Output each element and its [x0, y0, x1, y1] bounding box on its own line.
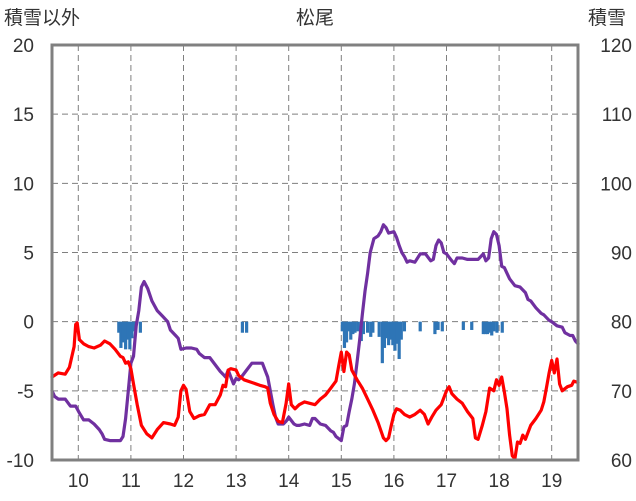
precipitation-bar	[492, 321, 496, 332]
precipitation-bar	[402, 321, 407, 332]
y-left-tick-label: 20	[13, 36, 34, 57]
precipitation-bar	[121, 321, 126, 343]
precipitation-bar	[369, 321, 373, 337]
y-left-tick-label: -5	[17, 382, 34, 403]
precipitation-bar	[384, 321, 389, 339]
precipitation-bar	[353, 321, 357, 333]
precipitation-bar	[356, 321, 360, 332]
precipitation-bar	[245, 321, 249, 333]
y-right-tick-label: 100	[600, 174, 632, 195]
precipitation-bar	[347, 321, 351, 332]
x-tick-label: 16	[383, 471, 404, 492]
y-left-tick-label: -10	[7, 451, 34, 472]
precipitation-bar	[470, 321, 474, 330]
y-right-tick-label: 80	[611, 313, 632, 334]
precipitation-bar	[397, 321, 401, 360]
precipitation-bar	[488, 321, 492, 333]
precipitation-bar	[240, 321, 245, 333]
y-right-tick-label: 60	[611, 451, 632, 472]
precipitation-bar	[138, 321, 142, 333]
precipitation-bar	[349, 321, 353, 340]
precipitation-bar	[366, 321, 370, 333]
precipitation-bar	[389, 321, 393, 340]
precipitation-bar	[490, 321, 494, 336]
precipitation-bar	[340, 321, 344, 332]
y-axis-right-label: 積雪	[588, 7, 626, 29]
precipitation-bar	[117, 321, 121, 333]
y-right-tick-label: 70	[611, 382, 632, 403]
precipitation-bar	[124, 321, 128, 350]
precipitation-bar	[344, 321, 349, 343]
y-left-tick-label: 0	[23, 313, 34, 334]
y-left-tick-label: 10	[13, 174, 34, 195]
y-right-tick-label: 120	[600, 36, 632, 57]
precipitation-bar	[481, 321, 485, 335]
precipitation-bar	[500, 321, 504, 333]
y-right-tick-label: 90	[611, 244, 632, 265]
precipitation-bar	[461, 321, 465, 330]
series-lines	[50, 223, 580, 461]
precipitation-bar	[351, 321, 355, 335]
precipitation-bar	[436, 321, 440, 330]
chart-title: 松尾	[296, 7, 334, 29]
precipitation-bar	[395, 321, 399, 344]
y-axis-left-label: 積雪以外	[4, 7, 80, 29]
x-tick-label: 15	[331, 471, 352, 492]
x-tick-label: 14	[278, 471, 300, 492]
precipitation-bar	[399, 321, 403, 340]
plot-frame	[50, 43, 580, 462]
precipitation-bar	[126, 321, 130, 340]
labels: 松尾 積雪以外 積雪 20 120 15 110 10 100 5 90 0 80 -5 70 -10 6…	[4, 7, 632, 492]
precipitation-bar	[391, 321, 395, 346]
precipitation-bar	[495, 321, 499, 333]
temperature-line	[50, 321, 580, 461]
precipitation-bar	[377, 321, 381, 337]
precipitation-bar	[371, 321, 375, 333]
precipitation-bar	[440, 321, 444, 332]
snow_depth-line	[50, 223, 580, 443]
y-left-tick-label: 5	[23, 244, 34, 265]
precipitation-bar	[433, 321, 437, 335]
precipitation-bar	[382, 321, 387, 348]
precipitation-bar	[483, 321, 488, 335]
x-tick-label: 12	[173, 471, 194, 492]
precipitation-bar	[361, 321, 365, 335]
x-tick-label: 10	[68, 471, 89, 492]
precipitation-bar	[342, 321, 347, 348]
y-left-tick-label: 15	[13, 105, 34, 126]
x-tick-label: 13	[226, 471, 247, 492]
x-tick-label: 11	[121, 471, 141, 492]
y-right-tick-label: 110	[602, 105, 632, 126]
precipitation-bars	[117, 321, 504, 364]
precipitation-bar	[485, 321, 490, 335]
precipitation-bar	[128, 321, 132, 350]
precipitation-bar	[393, 321, 397, 351]
x-tick-label: 17	[436, 471, 457, 492]
precipitation-bar	[130, 321, 134, 339]
precipitation-bar	[119, 321, 123, 348]
precipitation-bar	[387, 321, 391, 346]
x-tick-label: 19	[541, 471, 562, 492]
precipitation-bar	[380, 321, 384, 364]
x-tick-label: 18	[489, 471, 510, 492]
precipitation-bar	[418, 321, 422, 332]
